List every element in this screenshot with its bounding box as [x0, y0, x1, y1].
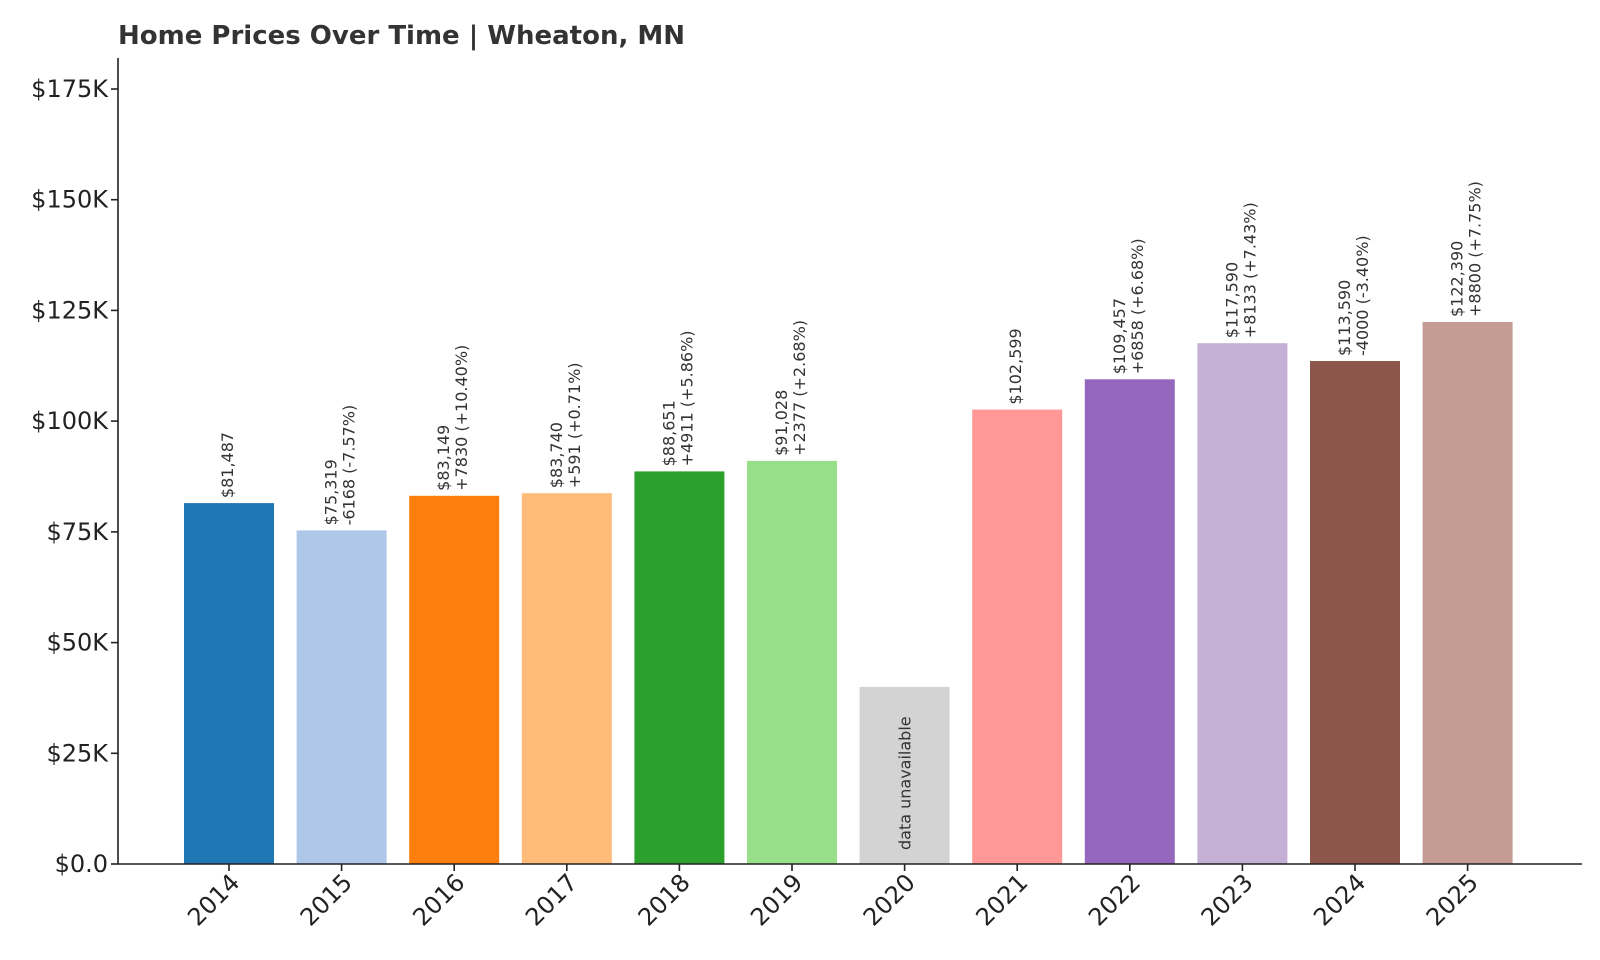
- y-tick-label: $175K: [31, 75, 109, 103]
- x-tick-label-2021: 2021: [970, 868, 1033, 931]
- data-label-2024-change: -4000 (-3.40%): [1353, 235, 1372, 356]
- data-label-2019-change: +2377 (+2.68%): [790, 320, 809, 456]
- bars-group: [184, 322, 1513, 864]
- data-label-2015-value: $75,319: [322, 459, 341, 525]
- data-label-2021-value: $102,599: [1006, 328, 1025, 404]
- bar-2023: [1197, 343, 1288, 864]
- x-tick-label-2022: 2022: [1083, 868, 1146, 931]
- bar-2016: [409, 495, 500, 864]
- x-tick-label-2024: 2024: [1308, 868, 1371, 931]
- data-label-2018-value: $88,651: [659, 400, 678, 466]
- data-label-2022-change: +6858 (+6.68%): [1128, 238, 1147, 374]
- data-label-2017-value: $83,740: [547, 422, 566, 488]
- chart-title: Home Prices Over Time | Wheaton, MN: [118, 21, 685, 51]
- data-label-2022-value: $109,457: [1110, 298, 1129, 374]
- bar-2019: [747, 460, 837, 864]
- bar-2024: [1310, 361, 1400, 864]
- bar-2025: [1422, 322, 1513, 864]
- bar-2020: [859, 686, 950, 864]
- data-label-2025-change: +8800 (+7.75%): [1466, 181, 1485, 317]
- data-label-2024-value: $113,590: [1335, 280, 1354, 356]
- data-label-2015-change: -6168 (-7.57%): [340, 405, 359, 526]
- data-label-2017-change: +591 (+0.71%): [565, 362, 584, 488]
- x-tick-label-2014: 2014: [182, 868, 245, 931]
- bar-2017: [521, 493, 612, 864]
- data-label-2016-change: +7830 (+10.40%): [452, 345, 471, 491]
- data-label-2023-change: +8133 (+7.43%): [1240, 202, 1259, 338]
- x-tick-label-2017: 2017: [520, 868, 583, 931]
- x-tick-label-2025: 2025: [1421, 868, 1484, 931]
- y-tick-label: $150K: [31, 186, 109, 214]
- y-tick-label: $0.0: [55, 850, 108, 878]
- bar-2015: [296, 530, 387, 864]
- y-axis: $0.0 $25K $50K $75K $100K $125K $150K $175K: [31, 58, 119, 878]
- y-tick-label: $25K: [46, 739, 109, 767]
- y-tick-label: $75K: [46, 518, 109, 546]
- data-label-2025-value: $122,390: [1448, 241, 1467, 317]
- bar-2014: [184, 503, 274, 864]
- annotation-2020: data unavailable: [896, 716, 915, 850]
- x-tick-label-2018: 2018: [633, 868, 696, 931]
- y-tick-label: $100K: [31, 407, 109, 435]
- x-tick-label-2020: 2020: [858, 868, 921, 931]
- data-label-2014-value: $81,487: [218, 432, 237, 498]
- x-tick-label-2015: 2015: [295, 868, 358, 931]
- x-tick-label-2019: 2019: [745, 868, 808, 931]
- bar-2018: [634, 471, 725, 864]
- data-label-2016-value: $83,149: [434, 425, 453, 491]
- data-label-2018-change: +4911 (+5.86%): [677, 330, 696, 466]
- bar-2022: [1084, 379, 1175, 864]
- x-axis: 2014 2015 2016 2017 2018 2019 2020 2021 2022 2023…: [118, 863, 1582, 931]
- data-label-2019-value: $91,028: [772, 390, 791, 456]
- y-tick-label: $50K: [46, 629, 109, 657]
- y-tick-label: $125K: [31, 296, 109, 324]
- data-label-2023-value: $117,590: [1222, 262, 1241, 338]
- x-tick-label-2016: 2016: [407, 868, 470, 931]
- x-tick-label-2023: 2023: [1196, 868, 1259, 931]
- data-labels-group: $81,487 $75,319 -6168 (-7.57%) $83,149 +7830…: [218, 181, 1485, 850]
- bar-2021: [972, 409, 1063, 864]
